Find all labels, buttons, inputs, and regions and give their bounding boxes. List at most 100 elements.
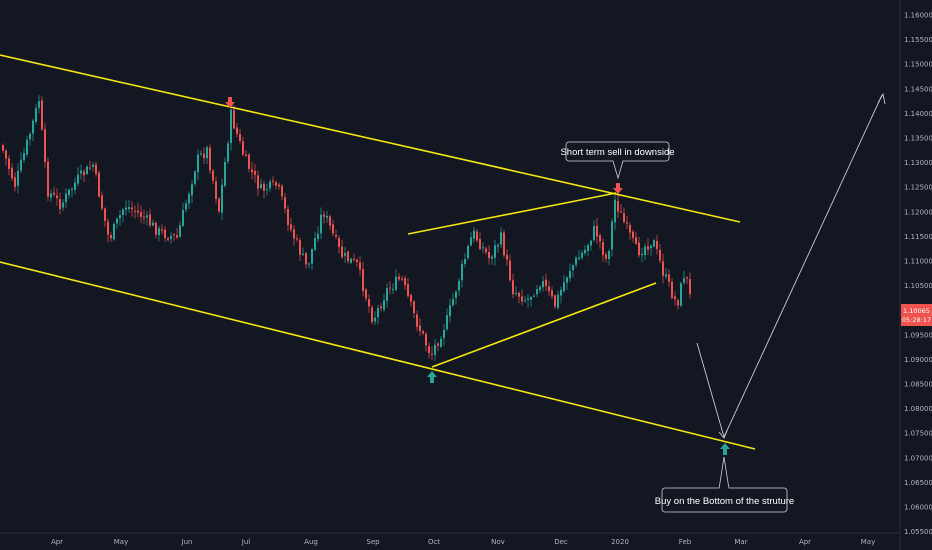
time-axis[interactable]: Apr May Jun Jul Aug Sep Oct Nov Dec 2020 Feb Mar Apr… (51, 538, 875, 546)
candle-bearish (233, 109, 235, 129)
candle-bullish (374, 317, 376, 322)
callout-buy[interactable]: Buy on the Bottom of the struture (655, 456, 794, 513)
candle-bullish (683, 278, 685, 283)
candle-bearish (356, 259, 358, 263)
time-axis-label: 2020 (611, 538, 629, 546)
candle-bullish (35, 108, 37, 122)
candle-bearish (236, 127, 238, 134)
candle-bullish (536, 289, 538, 295)
projection-down-line[interactable] (696, 342, 725, 438)
candle-bullish (311, 249, 313, 264)
candle-bullish (122, 209, 124, 215)
time-axis-label: Oct (428, 538, 440, 546)
candle-bullish (464, 259, 466, 264)
candle-bullish (152, 222, 154, 226)
last-price-countdown: 05:28:17 (902, 316, 931, 324)
price-axis-label: 1.14500 (904, 85, 932, 93)
candle-bearish (89, 167, 91, 169)
candle-bullish (569, 270, 571, 279)
candle-bearish (284, 197, 286, 209)
candle-bearish (353, 258, 355, 260)
candle-bullish (500, 232, 502, 245)
candle-bearish (365, 289, 367, 299)
candle-bearish (404, 278, 406, 286)
candle-bearish (110, 235, 112, 239)
wedge-lower-trendline[interactable] (431, 282, 657, 368)
candle-bearish (389, 287, 391, 289)
price-axis-label: 1.07000 (904, 454, 932, 462)
candle-bullish (266, 189, 268, 191)
candle-bullish (23, 153, 25, 160)
candle-bearish (410, 295, 412, 302)
candle-bearish (437, 343, 439, 346)
candle-bullish (200, 153, 202, 155)
candle-bullish (29, 134, 31, 140)
channel-lower-trendline[interactable] (0, 261, 756, 450)
projection-turn-arrowhead-icon (718, 430, 728, 439)
candle-bullish (665, 274, 667, 277)
candle-bearish (95, 164, 97, 174)
candle-bearish (425, 333, 427, 346)
candle-bearish (239, 133, 241, 141)
candle-bearish (140, 212, 142, 217)
candle-bearish (131, 207, 133, 210)
callout-sell[interactable]: Short term sell in downside (560, 141, 675, 180)
candle-bearish (689, 279, 691, 294)
candle-bullish (491, 256, 493, 259)
candle-bearish (161, 229, 163, 231)
candle-bearish (14, 177, 16, 188)
candle-bearish (83, 171, 85, 176)
candle-bullish (494, 245, 496, 258)
time-axis-label: Mar (734, 538, 747, 546)
candle-bullish (539, 286, 541, 290)
channel-upper-trendline[interactable] (0, 54, 741, 223)
candle-bullish (377, 307, 379, 318)
candle-bearish (551, 290, 553, 297)
candle-bearish (290, 224, 292, 230)
candle-bullish (593, 225, 595, 241)
time-axis-label: May (114, 538, 128, 546)
candle-bearish (134, 210, 136, 212)
candle-bullish (497, 245, 499, 247)
candle-bearish (605, 254, 607, 259)
candle-bearish (476, 231, 478, 241)
candle-bearish (218, 198, 220, 212)
candle-bullish (206, 147, 208, 159)
candle-bearish (422, 331, 424, 334)
candle-bearish (275, 182, 277, 186)
projection-up-line[interactable] (723, 94, 883, 438)
candle-bearish (2, 145, 4, 151)
candle-bearish (104, 208, 106, 221)
candle-bearish (47, 161, 49, 197)
candle-bearish (257, 175, 259, 189)
candle-bullish (326, 216, 328, 218)
candle-bullish (449, 305, 451, 317)
candle-bullish (317, 233, 319, 240)
wedge-upper-trendline[interactable] (407, 192, 617, 235)
candle-bullish (392, 288, 394, 290)
sell-arrow-jun-icon (225, 97, 235, 108)
candle-bearish (596, 225, 598, 237)
candle-bearish (656, 240, 658, 249)
candle-bearish (332, 224, 334, 234)
time-axis-label: Aug (304, 538, 318, 546)
candle-bearish (617, 200, 619, 212)
candle-bearish (662, 261, 664, 276)
price-axis[interactable]: 1.16000 1.15500 1.15000 1.14500 1.14000 1.135… (904, 12, 932, 550)
candle-bearish (203, 153, 205, 159)
buy-arrow-bottom-icon (720, 443, 730, 455)
candle-bullish (572, 265, 574, 271)
candle-bearish (602, 242, 604, 256)
candle-bullish (440, 338, 442, 347)
candle-bullish (68, 189, 70, 196)
price-axis-label: 1.15500 (904, 36, 932, 44)
candle-bullish (434, 345, 436, 355)
candle-bullish (386, 288, 388, 301)
candle-bullish (92, 164, 94, 167)
candle-bearish (176, 235, 178, 238)
candle-bullish (179, 225, 181, 237)
price-axis-label: 1.13000 (904, 159, 932, 167)
candle-bullish (71, 188, 73, 190)
